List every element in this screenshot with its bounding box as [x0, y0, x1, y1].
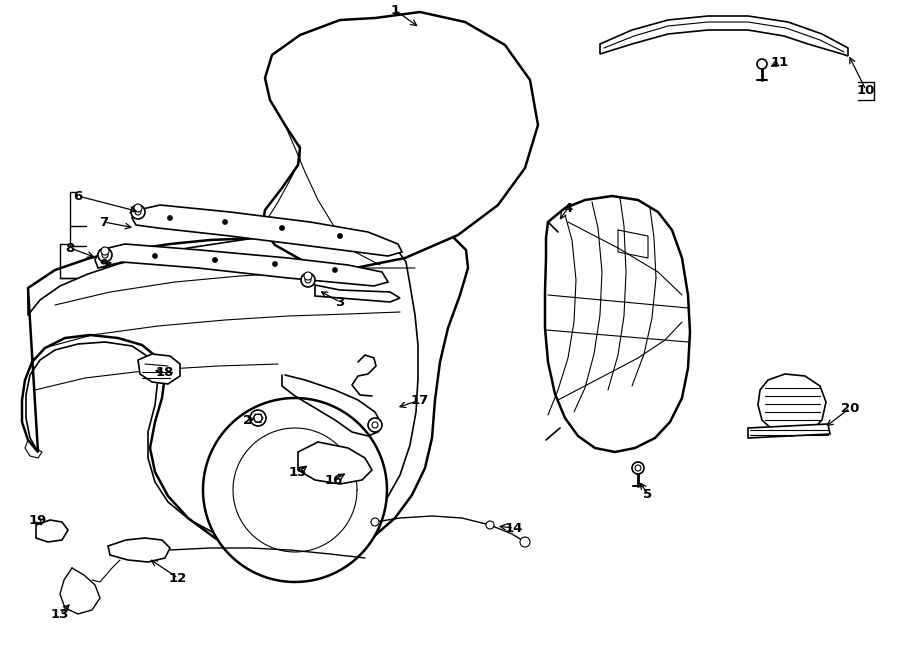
Circle shape [301, 273, 315, 287]
Polygon shape [108, 538, 170, 562]
Text: 9: 9 [99, 258, 109, 270]
Circle shape [305, 277, 311, 283]
Text: 18: 18 [156, 366, 175, 379]
Text: 20: 20 [841, 401, 859, 414]
Polygon shape [298, 442, 372, 484]
Polygon shape [262, 12, 538, 268]
Circle shape [338, 233, 343, 239]
Text: 10: 10 [857, 83, 875, 97]
Text: 12: 12 [169, 572, 187, 584]
Circle shape [757, 59, 767, 69]
Circle shape [520, 537, 530, 547]
Text: 6: 6 [74, 190, 83, 202]
Circle shape [254, 414, 262, 422]
Circle shape [167, 215, 173, 221]
Text: 11: 11 [771, 56, 789, 69]
Polygon shape [95, 244, 388, 286]
Text: 1: 1 [391, 3, 400, 17]
Polygon shape [315, 285, 400, 302]
Circle shape [280, 225, 284, 231]
Text: 19: 19 [29, 514, 47, 527]
Circle shape [273, 262, 277, 266]
Polygon shape [22, 228, 468, 562]
Circle shape [368, 418, 382, 432]
Circle shape [632, 462, 644, 474]
Circle shape [371, 518, 379, 526]
Circle shape [222, 219, 228, 225]
Text: 14: 14 [505, 522, 523, 535]
Polygon shape [545, 196, 690, 452]
Circle shape [135, 209, 141, 215]
Text: 7: 7 [99, 215, 109, 229]
Polygon shape [132, 205, 402, 256]
Circle shape [134, 204, 142, 212]
Text: 16: 16 [325, 473, 343, 486]
Polygon shape [600, 16, 848, 56]
Circle shape [212, 258, 218, 262]
Text: 17: 17 [411, 393, 429, 407]
Circle shape [304, 272, 312, 280]
Polygon shape [138, 354, 180, 384]
Circle shape [101, 247, 109, 255]
Circle shape [372, 422, 378, 428]
Text: 3: 3 [336, 295, 345, 309]
Text: 8: 8 [66, 241, 75, 254]
Circle shape [98, 248, 112, 262]
Polygon shape [758, 374, 826, 436]
Text: 2: 2 [243, 414, 253, 426]
Text: 5: 5 [644, 488, 652, 500]
Circle shape [635, 465, 641, 471]
Circle shape [486, 521, 494, 529]
Circle shape [332, 268, 338, 272]
Polygon shape [203, 398, 387, 582]
Polygon shape [36, 520, 68, 542]
Text: 15: 15 [289, 465, 307, 479]
Circle shape [152, 254, 158, 258]
Circle shape [250, 410, 266, 426]
Circle shape [131, 205, 145, 219]
Text: 13: 13 [50, 607, 69, 621]
Circle shape [102, 252, 108, 258]
Text: 4: 4 [563, 202, 572, 215]
Polygon shape [748, 424, 830, 438]
